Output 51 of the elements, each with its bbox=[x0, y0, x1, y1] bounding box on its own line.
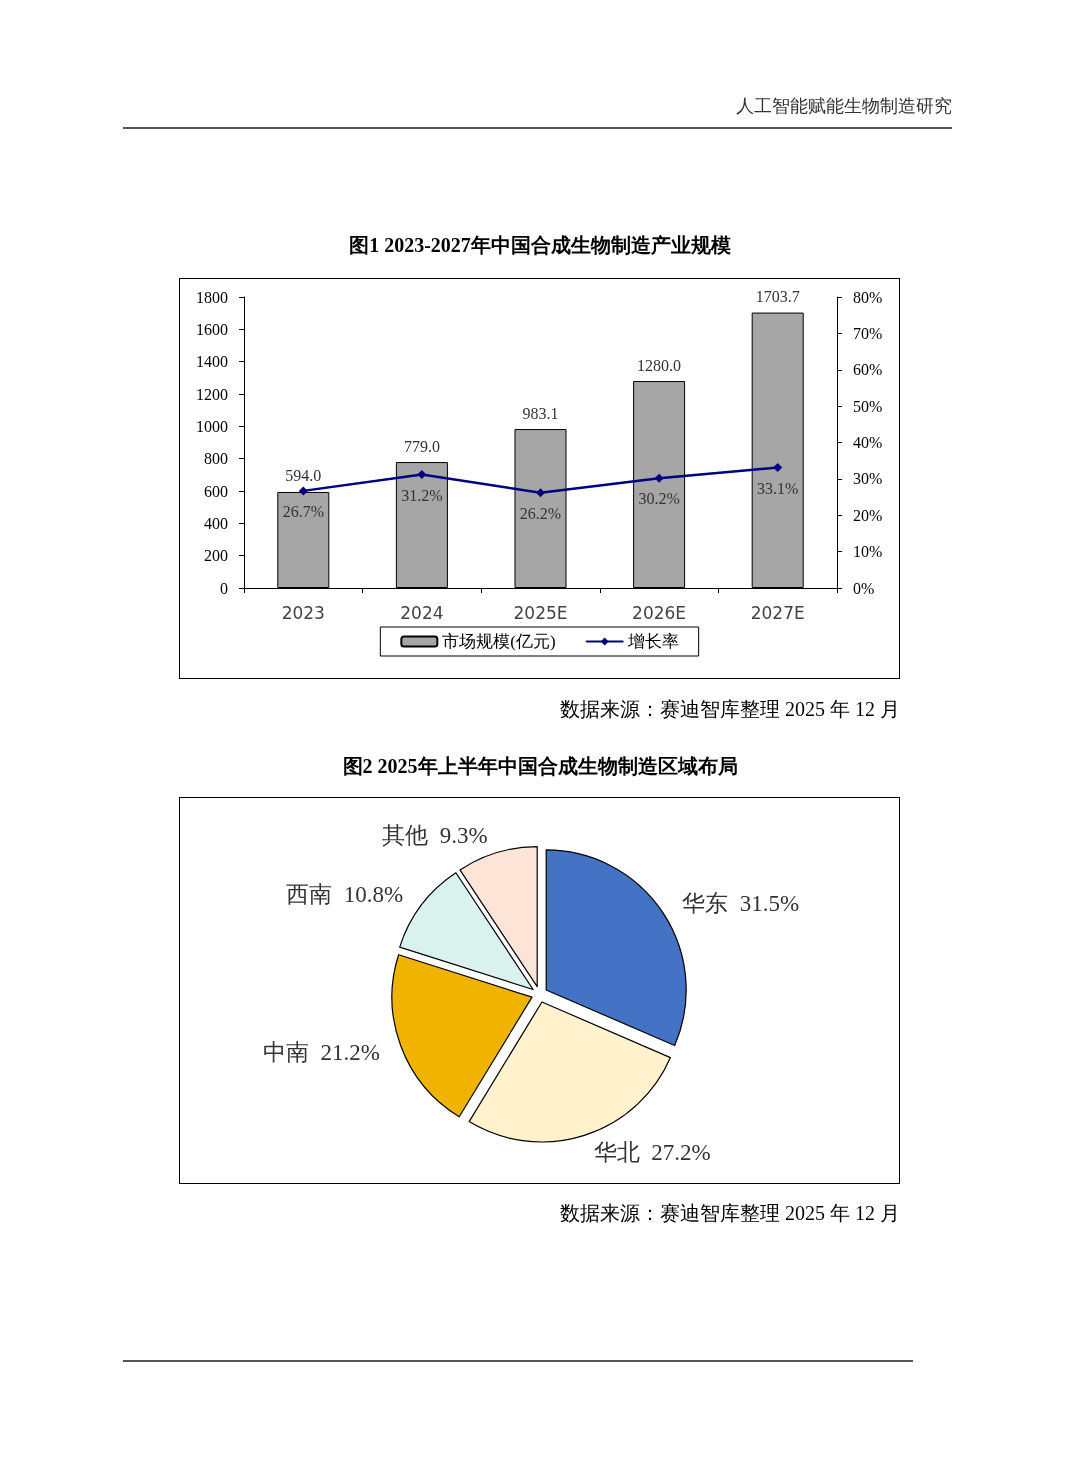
data-label: 779.0 bbox=[403, 437, 440, 455]
x-tick-label: 2027E bbox=[750, 602, 805, 623]
data-label: 1703.7 bbox=[755, 288, 800, 306]
y-tick-label: 600 bbox=[204, 482, 228, 500]
chart-title: 图1 2023-2027年中国合成生物制造产业规模 bbox=[348, 233, 732, 258]
data-label: 983.1 bbox=[522, 404, 559, 422]
point bbox=[654, 473, 664, 483]
source-note: 数据来源：赛迪智库整理 2025 年 12 月 bbox=[559, 1201, 900, 1226]
legend-label: 增长率 bbox=[626, 632, 679, 651]
x-tick-label: 2023 bbox=[281, 602, 325, 623]
slice-label: 其他 9.3% bbox=[382, 822, 488, 848]
x-tick-label: 2026E bbox=[632, 602, 687, 623]
source-note: 数据来源：赛迪智库整理 2025 年 12 月 bbox=[559, 697, 900, 722]
x-tick-label: 2025E bbox=[513, 602, 568, 623]
data-label: 26.2% bbox=[519, 504, 562, 522]
y-tick-label: 1400 bbox=[196, 353, 228, 371]
y2-tick-label: 10% bbox=[853, 543, 883, 561]
point bbox=[536, 488, 545, 498]
data-label: 30.2% bbox=[638, 490, 680, 508]
y2-tick-label: 70% bbox=[853, 324, 883, 342]
y2-tick-label: 20% bbox=[853, 506, 883, 524]
y-tick-label: 200 bbox=[204, 547, 228, 565]
data-label: 26.7% bbox=[282, 502, 324, 520]
y2-tick-label: 50% bbox=[853, 397, 883, 415]
legend-label: 市场规模(亿元) bbox=[442, 632, 556, 651]
y-tick-label: 400 bbox=[204, 514, 228, 532]
point bbox=[298, 486, 308, 496]
y-tick-label: 1200 bbox=[196, 385, 228, 403]
data-label: 1280.0 bbox=[637, 356, 682, 374]
point bbox=[417, 470, 427, 480]
y2-tick-label: 80% bbox=[853, 288, 883, 306]
text: 人工智能赋能生物制造研究 bbox=[735, 94, 952, 118]
y-tick-label: 1800 bbox=[196, 288, 228, 306]
slice-label: 中南 21.2% bbox=[263, 1040, 381, 1066]
slice-label: 西南 10.8% bbox=[286, 881, 404, 907]
y2-tick-label: 30% bbox=[853, 470, 883, 488]
y2-tick-label: 40% bbox=[853, 434, 883, 451]
data-label: 33.1% bbox=[757, 479, 799, 497]
y-tick-label: 0 bbox=[220, 579, 228, 597]
x-tick-label: 2024 bbox=[400, 602, 444, 623]
data-label: 31.2% bbox=[401, 486, 443, 504]
point bbox=[773, 463, 783, 473]
chart-title: 图2 2025年上半年中国合成生物制造区域布局 bbox=[341, 754, 739, 779]
y-tick-label: 800 bbox=[204, 450, 228, 468]
y-tick-label: 1000 bbox=[196, 417, 228, 435]
data-label: 594.0 bbox=[285, 467, 322, 485]
slice-label: 华东 31.5% bbox=[682, 890, 800, 916]
y2-tick-label: 60% bbox=[853, 361, 883, 379]
y2-tick-label: 0% bbox=[853, 579, 875, 597]
y-tick-label: 1600 bbox=[196, 320, 228, 338]
slice-label: 华北 27.2% bbox=[593, 1140, 711, 1166]
